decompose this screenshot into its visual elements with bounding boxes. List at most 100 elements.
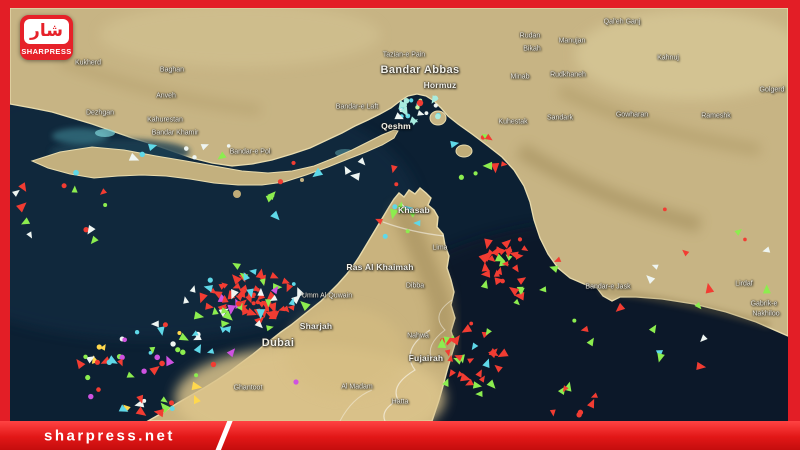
ship-marker-red[interactable] [460, 324, 473, 336]
ship-marker-white[interactable] [142, 398, 147, 403]
ship-marker-green[interactable] [486, 379, 499, 391]
ship-marker-cyan[interactable] [106, 359, 113, 365]
ship-marker-red[interactable] [704, 282, 715, 294]
ship-marker-red[interactable] [590, 392, 598, 401]
ship-marker-white[interactable] [26, 231, 34, 240]
ship-marker-red[interactable] [374, 216, 384, 225]
ship-marker-red[interactable] [281, 277, 291, 287]
ship-marker-red[interactable] [159, 360, 165, 367]
ship-marker-green[interactable] [160, 396, 169, 405]
ship-marker-red[interactable] [394, 182, 399, 187]
ship-marker-magenta[interactable] [154, 354, 161, 361]
ship-marker-yellow[interactable] [96, 344, 102, 350]
ship-marker-green[interactable] [83, 354, 88, 359]
ship-marker-green[interactable] [221, 307, 230, 315]
ship-marker-red[interactable] [507, 284, 520, 296]
ship-marker-red[interactable] [282, 305, 292, 314]
ship-marker-red[interactable] [494, 276, 505, 286]
ship-marker-white[interactable] [350, 171, 360, 181]
ship-marker-red[interactable] [18, 182, 29, 194]
ship-marker-yellow[interactable] [191, 393, 201, 405]
ship-marker-red[interactable] [504, 249, 513, 258]
ship-marker-red[interactable] [269, 272, 280, 281]
ship-marker-red[interactable] [484, 133, 495, 143]
ship-marker-green[interactable] [103, 203, 108, 208]
ship-marker-green[interactable] [475, 390, 483, 398]
ship-marker-red[interactable] [256, 288, 260, 292]
ship-marker-red[interactable] [517, 237, 523, 242]
ship-marker-red[interactable] [613, 302, 626, 315]
ship-marker-red[interactable] [96, 387, 101, 392]
ship-marker-yellow[interactable] [177, 331, 182, 336]
ship-marker-white[interactable] [651, 262, 659, 270]
ship-marker-red[interactable] [205, 302, 214, 311]
ship-marker-red[interactable] [246, 307, 259, 319]
ship-marker-cyan[interactable] [310, 167, 324, 181]
ship-marker-green[interactable] [398, 205, 408, 214]
ship-marker-red[interactable] [251, 301, 256, 306]
ship-marker-white[interactable] [417, 110, 425, 118]
ship-marker-magenta[interactable] [226, 304, 236, 316]
ship-marker-cyan[interactable] [203, 283, 213, 293]
ship-marker-green[interactable] [694, 301, 703, 311]
ship-marker-paleCyan[interactable] [403, 97, 410, 104]
ship-marker-red[interactable] [488, 345, 501, 359]
ship-marker-white[interactable] [257, 287, 265, 296]
ship-marker-white[interactable] [342, 164, 352, 175]
ship-marker-green[interactable] [480, 279, 490, 289]
ship-marker-yellow[interactable] [100, 343, 108, 351]
ship-marker-green[interactable] [180, 349, 186, 355]
ship-marker-white[interactable] [12, 187, 22, 197]
ship-marker-green[interactable] [266, 324, 274, 332]
ship-marker-red[interactable] [496, 348, 509, 361]
ship-marker-green[interactable] [388, 208, 399, 220]
ship-marker-green[interactable] [267, 189, 278, 201]
ship-marker-red[interactable] [696, 361, 707, 371]
ship-marker-white[interactable] [294, 285, 305, 298]
ship-marker-green[interactable] [259, 278, 267, 287]
ship-marker-red[interactable] [511, 264, 521, 274]
ship-marker-red[interactable] [553, 256, 562, 265]
ship-marker-red[interactable] [73, 357, 86, 370]
ship-marker-red[interactable] [453, 352, 463, 362]
ship-marker-red[interactable] [450, 333, 464, 346]
ship-marker-paleCyan[interactable] [409, 116, 420, 125]
ship-marker-red[interactable] [229, 271, 242, 285]
ship-marker-white[interactable] [228, 289, 239, 301]
ship-marker-green[interactable] [221, 320, 230, 328]
ship-marker-green[interactable] [734, 227, 743, 236]
ship-marker-cyan[interactable] [222, 325, 232, 333]
ship-marker-red[interactable] [278, 305, 286, 313]
ship-marker-red[interactable] [149, 363, 162, 376]
ship-marker-green[interactable] [88, 235, 99, 247]
ship-marker-red[interactable] [277, 179, 284, 185]
ship-marker-red[interactable] [455, 370, 464, 380]
ship-marker-white[interactable] [433, 103, 438, 108]
ship-marker-red[interactable] [508, 249, 519, 259]
ship-marker-red[interactable] [549, 409, 557, 417]
ship-marker-red[interactable] [561, 385, 569, 393]
ship-marker-green[interactable] [265, 299, 272, 308]
ship-marker-red[interactable] [480, 269, 491, 279]
ship-marker-green[interactable] [149, 346, 156, 354]
ship-marker-red[interactable] [487, 254, 498, 264]
ship-marker-red[interactable] [680, 247, 690, 257]
ship-marker-green[interactable] [19, 217, 31, 227]
ship-marker-red[interactable] [743, 237, 747, 242]
ship-marker-red[interactable] [492, 362, 503, 373]
ship-marker-cyan[interactable] [450, 139, 460, 149]
ship-marker-white[interactable] [192, 155, 197, 160]
ship-marker-red[interactable] [490, 162, 500, 174]
ship-marker-white[interactable] [644, 272, 656, 285]
ship-marker-red[interactable] [83, 227, 89, 233]
ship-marker-green[interactable] [762, 284, 771, 294]
ship-marker-magenta[interactable] [226, 346, 238, 358]
ship-marker-yellow[interactable] [191, 381, 203, 392]
ship-marker-red[interactable] [264, 291, 277, 304]
ship-marker-white[interactable] [357, 157, 368, 167]
ship-marker-red[interactable] [269, 308, 279, 317]
ship-marker-red[interactable] [587, 397, 598, 409]
ship-marker-green[interactable] [71, 185, 78, 193]
ship-marker-red[interactable] [501, 261, 509, 267]
